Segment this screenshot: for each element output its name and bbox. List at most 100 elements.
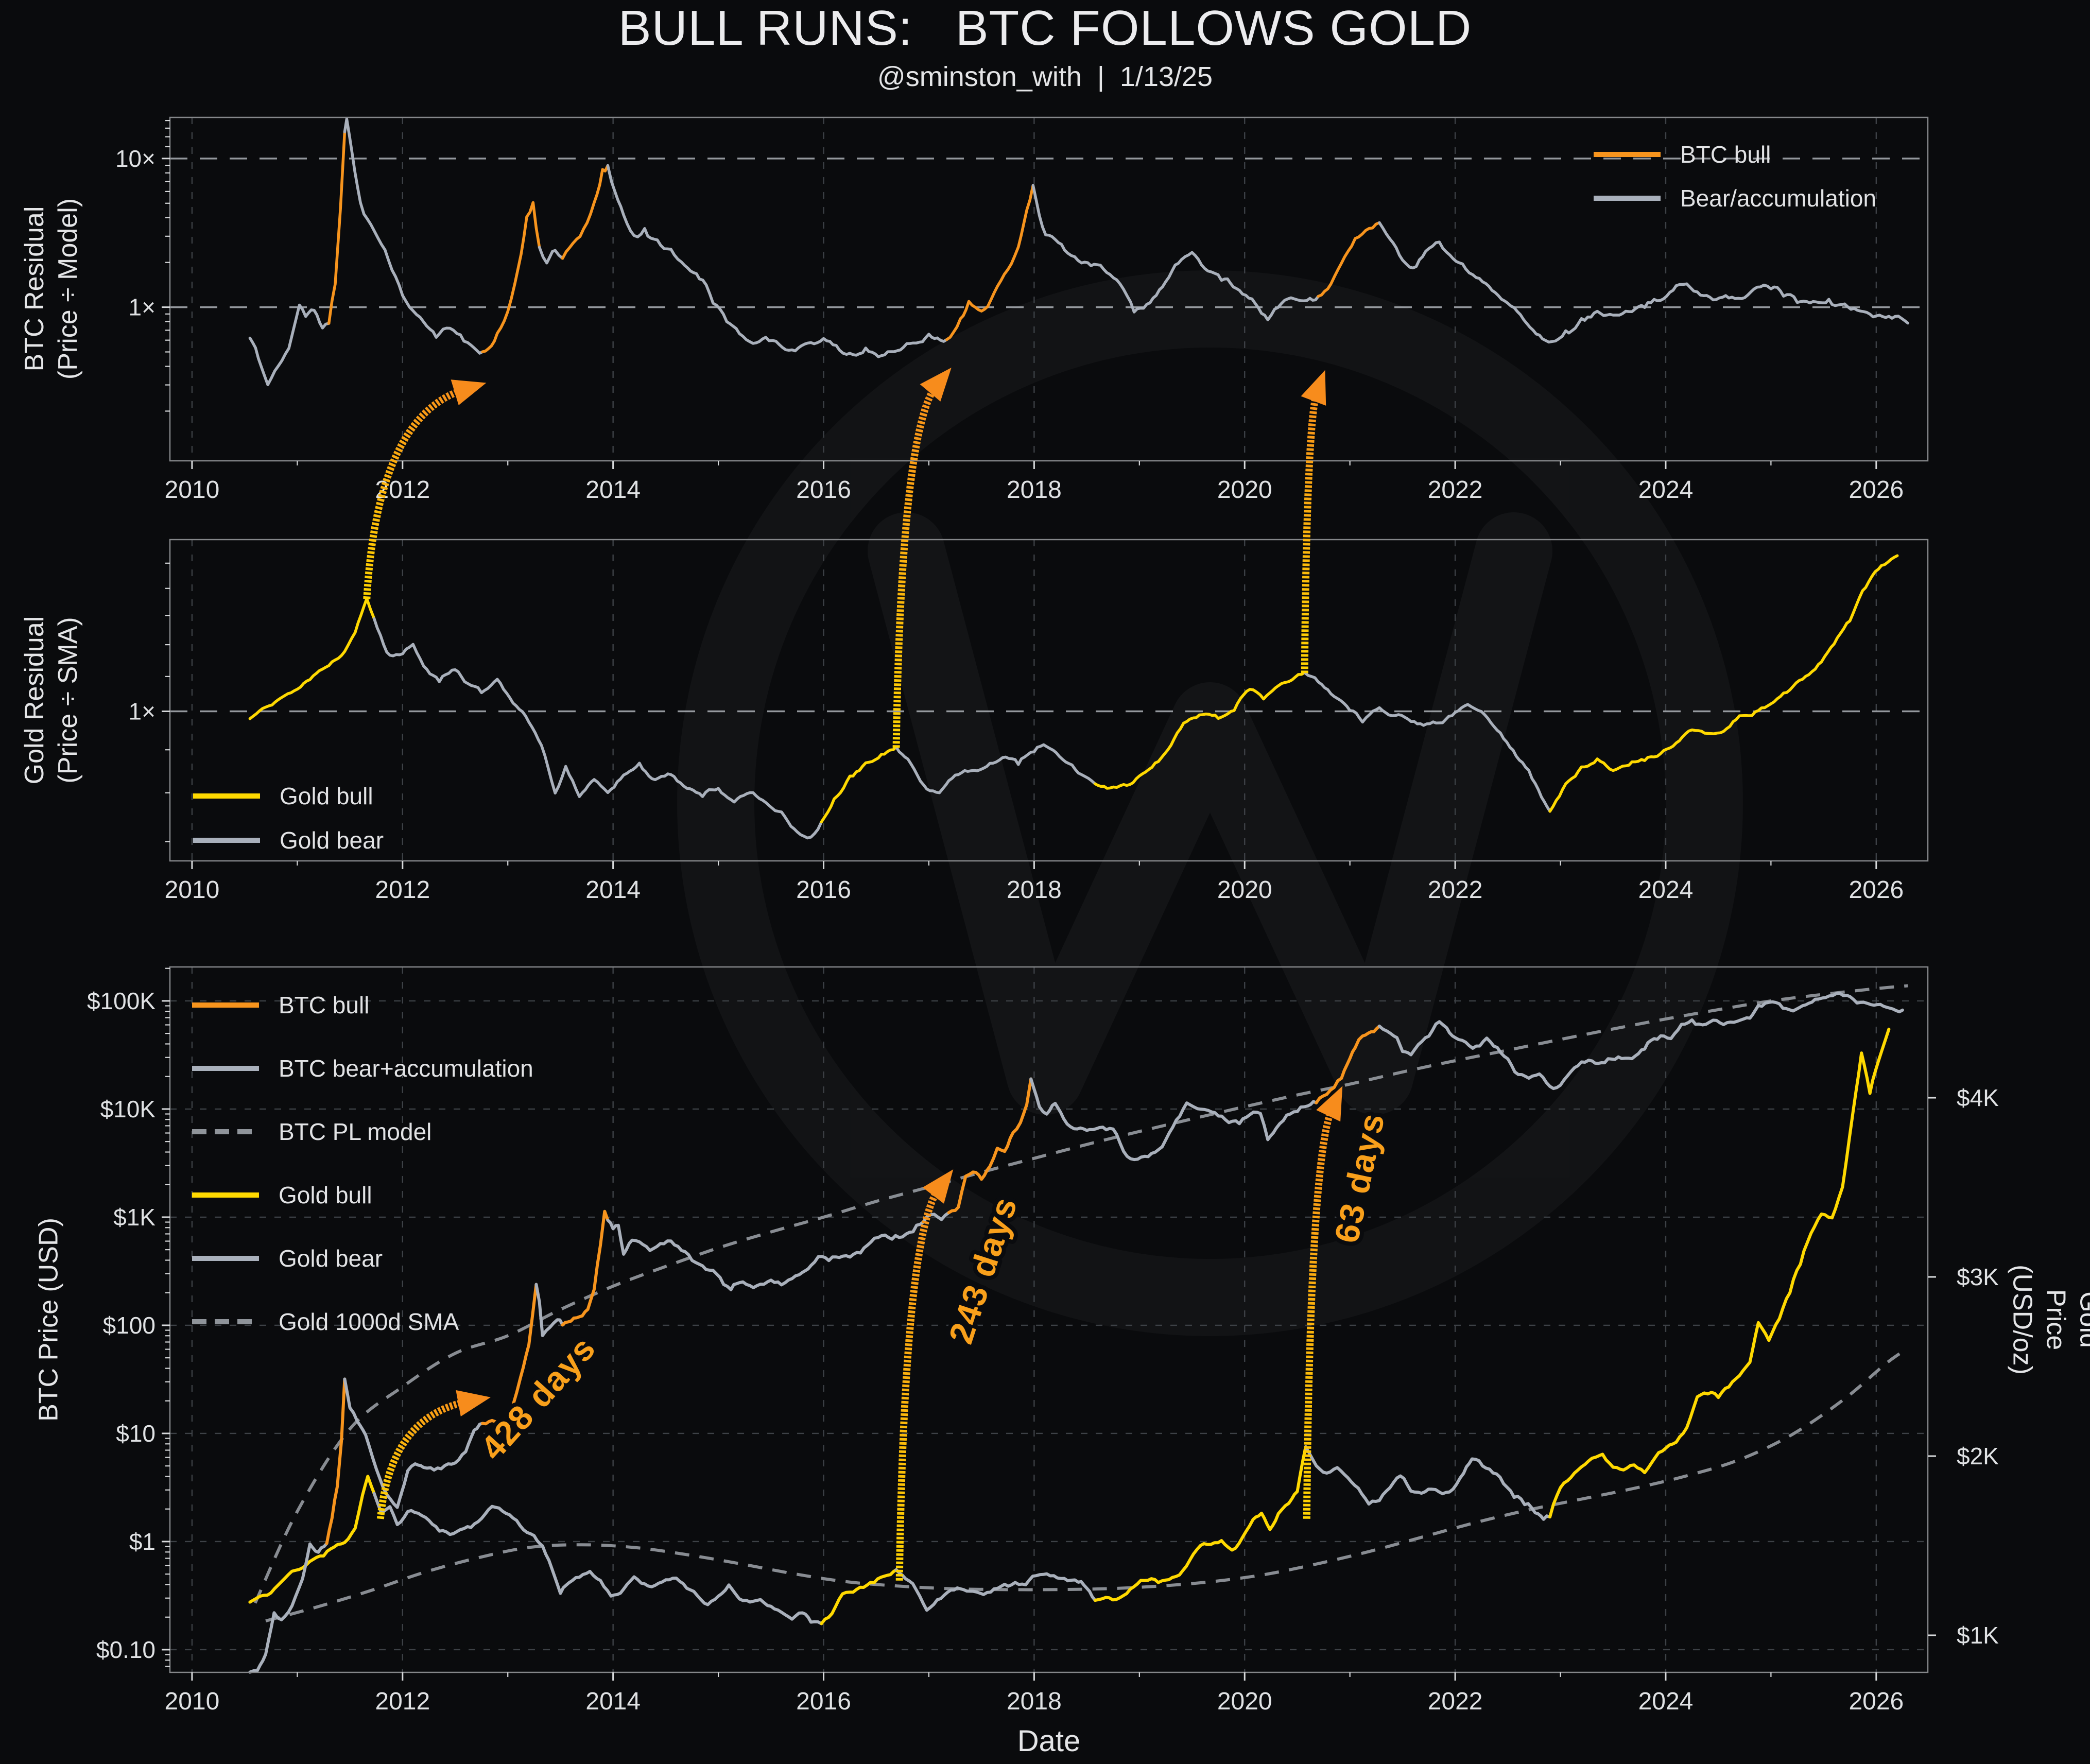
series-btc-price-bull <box>481 1283 538 1426</box>
x-tick-label: 2016 <box>796 476 851 504</box>
legend-swatch <box>1594 151 1661 157</box>
x-tick-label: 2022 <box>1428 1688 1483 1715</box>
lag-arrow-2020-residual-head <box>1301 370 1326 406</box>
legend-label: BTC PL model <box>279 1118 432 1145</box>
lag-arrow-2016-residual <box>892 383 940 748</box>
legend-label: BTC bear+accumulation <box>279 1054 533 1082</box>
series-btc-residual-bull <box>945 184 1035 341</box>
bottom-panel-border <box>169 966 1929 1673</box>
x-tick-label: 2022 <box>1428 476 1483 504</box>
mid-panel: 2010 2012 2014 2016 2018 2020 2022 2024 2026 1× <box>129 539 1929 904</box>
series-btc-price-bull <box>325 1377 347 1545</box>
x-tick-label: 2022 <box>1428 876 1483 904</box>
series-gold-price-bear <box>1304 1445 1552 1521</box>
legend-label: Gold bear <box>279 1244 383 1272</box>
legend-label: Bear/accumulation <box>1680 184 1876 212</box>
y-tick-label: $100 <box>103 1312 156 1339</box>
series-gold-residual-bull <box>820 746 898 823</box>
x-tick-label: 2026 <box>1849 476 1904 504</box>
series-btc-residual-bear <box>538 246 564 265</box>
lag-arrows <box>363 368 1343 1581</box>
legend-label: Gold bull <box>280 783 373 809</box>
x-tick-label: 2024 <box>1638 476 1694 504</box>
watermark-logo <box>677 270 1743 1336</box>
y-axis-label-btc-price: BTC Price (USD) <box>33 1218 64 1422</box>
legend-item-btc-pl-model: BTC PL model <box>192 1100 533 1163</box>
legend-label: BTC bull <box>1680 141 1771 168</box>
series-btc-price-bear <box>248 1542 329 1674</box>
x-tick-label: 2012 <box>375 476 430 504</box>
y-tick-label-right: $2K <box>1957 1443 1999 1469</box>
series-btc-residual-bear <box>343 117 484 355</box>
lag-arrow-2020-price <box>1303 1104 1336 1519</box>
legend-swatch <box>192 1002 259 1008</box>
x-tick-label: 2020 <box>1217 1688 1272 1715</box>
series-btc-price-bull <box>561 1209 610 1327</box>
x-tick-label: 2012 <box>375 876 430 904</box>
series-btc-residual-bull <box>561 164 610 260</box>
y-tick-label-right: $3K <box>1957 1264 1999 1290</box>
x-tick-label: 2018 <box>1007 476 1062 504</box>
legend-item-gold-bear: Gold bear <box>192 1226 533 1290</box>
legend-item-gold-bear: Gold bear <box>193 818 384 862</box>
series-btc-price-bear <box>606 1211 951 1291</box>
legend-swatch <box>192 1255 259 1261</box>
legend-swatch <box>192 1065 259 1071</box>
y-tick-label: $0.10 <box>96 1636 156 1663</box>
x-tick-label: 2018 <box>1007 1688 1062 1715</box>
legend-label: BTC bull <box>279 991 370 1018</box>
y-tick-label: $100K <box>87 988 156 1014</box>
legend-item-btc-bull: BTC bull <box>1594 132 1876 176</box>
x-axis-label: Date <box>1017 1724 1081 1758</box>
series-gold-residual-bull <box>1548 554 1899 813</box>
lag-arrow-2020-price-head <box>1316 1086 1343 1122</box>
lag-arrow-2016-residual-head <box>920 368 952 402</box>
series-btc-residual-bear <box>606 164 948 358</box>
y-tick-label: $1 <box>129 1528 156 1555</box>
lag-arrow-2011-residual <box>363 386 466 599</box>
legend-gold-residual: Gold bull Gold bear <box>193 774 384 862</box>
legend-item-bear-accumulation: Bear/accumulation <box>1594 176 1876 220</box>
y-tick-label: $10K <box>100 1096 156 1122</box>
watermark-w <box>868 512 1552 1115</box>
series-btc-pl-model <box>253 984 1908 1604</box>
x-tick-label: 2014 <box>585 1688 641 1715</box>
legend-item-gold-bull: Gold bull <box>192 1163 533 1226</box>
y-axis-label-gold-price: Gold Price (USD/oz) <box>2007 1265 2090 1375</box>
series-gold-price-bear <box>894 1568 1097 1612</box>
x-tick-label: 2010 <box>165 476 220 504</box>
series-btc-price-bull <box>947 1077 1033 1215</box>
series-gold-residual-bear <box>372 617 823 840</box>
x-tick-label: 2026 <box>1849 1688 1904 1715</box>
x-tick-label: 2010 <box>165 1688 220 1715</box>
legend-item-btc-bear-accumulation: BTC bear+accumulation <box>192 1036 533 1100</box>
series-btc-price-bear <box>1029 1077 1318 1162</box>
legend-swatch <box>192 1129 259 1134</box>
y-tick-label: $1K <box>113 1204 156 1231</box>
x-tick-label: 2016 <box>796 1688 851 1715</box>
watermark-ring <box>677 270 1743 1336</box>
legend-item-btc-bull: BTC bull <box>192 973 533 1036</box>
legend-label: Gold bull <box>279 1181 372 1208</box>
legend-btc-residual: BTC bull Bear/accumulation <box>1594 132 1876 220</box>
x-tick-label: 2010 <box>165 876 220 904</box>
legend-item-gold-bull: Gold bull <box>193 774 384 818</box>
series-btc-price-bear <box>534 1283 564 1337</box>
series-btc-residual-bull <box>1317 221 1381 298</box>
x-tick-label: 2026 <box>1849 876 1904 904</box>
top-panel: 2010 2012 2014 2016 2018 2020 2022 2024 2026 1× 10… <box>115 116 1929 504</box>
series-btc-residual-bear <box>248 303 331 386</box>
chart-subtitle: @sminston_with | 1/13/25 <box>877 61 1213 92</box>
top-panel-border <box>169 116 1929 462</box>
series-btc-residual-bear <box>1031 184 1320 321</box>
y-axis-label-gold-residual: Gold Residual (Price ÷ SMA) <box>20 616 83 785</box>
lag-arrow-2011-price-head <box>456 1390 491 1417</box>
x-tick-label: 2020 <box>1217 876 1272 904</box>
series-btc-price-bull <box>1315 1024 1381 1104</box>
chart-title: BULL RUNS: BTC FOLLOWS GOLD <box>618 1 1472 56</box>
legend-swatch <box>192 1319 259 1324</box>
lag-arrow-2016-price <box>895 1185 943 1581</box>
lag-arrow-2016-price-head <box>922 1169 954 1204</box>
x-tick-label: 2014 <box>585 476 641 504</box>
mid-panel-border <box>169 539 1929 862</box>
